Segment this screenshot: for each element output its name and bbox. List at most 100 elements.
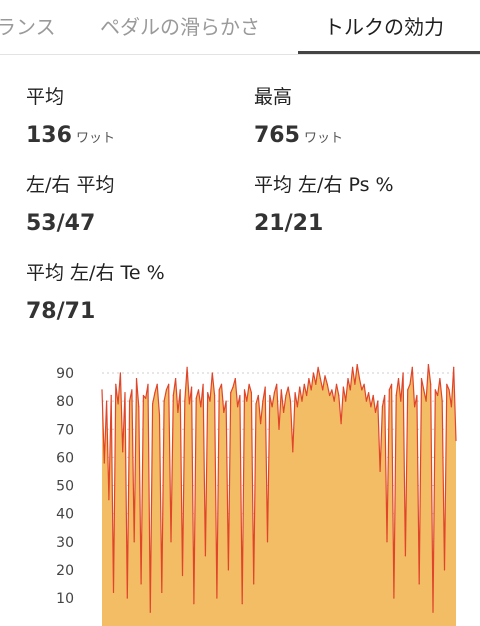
chart-svg: 10 20 30 40 50 60 70 80 90 <box>56 364 457 626</box>
data-point <box>319 378 321 380</box>
data-point <box>145 397 147 399</box>
data-point <box>149 611 151 613</box>
stat-lr-average-value: 53/47 <box>26 211 96 236</box>
data-point <box>204 555 206 557</box>
torque-effectiveness-chart: 10 20 30 40 50 60 70 80 90 <box>0 340 480 626</box>
y-tick-label: 40 <box>56 507 74 523</box>
data-point <box>416 394 418 397</box>
data-point <box>262 400 264 402</box>
data-point <box>126 597 128 599</box>
data-point <box>340 423 342 425</box>
data-point <box>370 406 372 408</box>
data-point <box>112 591 115 593</box>
data-point <box>266 541 269 543</box>
data-point <box>368 392 370 394</box>
data-point <box>358 378 361 380</box>
data-point <box>289 400 292 402</box>
data-point <box>103 462 105 464</box>
data-point <box>133 541 135 543</box>
data-point <box>437 394 439 397</box>
data-point <box>135 378 138 380</box>
data-point <box>453 366 455 368</box>
data-point <box>386 541 388 543</box>
data-point <box>455 439 457 442</box>
data-point <box>246 400 248 402</box>
data-point <box>439 378 441 380</box>
data-point <box>172 394 174 397</box>
data-point <box>354 383 356 385</box>
area-fill <box>102 364 456 626</box>
data-point <box>430 383 432 385</box>
data-point <box>326 383 328 385</box>
data-point <box>363 383 365 385</box>
stat-max-number: 765 <box>254 123 300 148</box>
data-point <box>119 372 121 374</box>
data-point <box>335 383 338 385</box>
data-point <box>434 389 436 391</box>
data-point <box>299 386 301 388</box>
data-point <box>395 394 397 397</box>
data-point <box>207 392 209 394</box>
data-point <box>441 400 443 402</box>
data-point <box>142 394 144 397</box>
data-point <box>292 451 294 453</box>
data-point <box>365 400 367 402</box>
stat-average-lr-ps-value: 21/21 <box>254 211 324 236</box>
data-point <box>163 400 165 402</box>
data-point <box>243 389 246 391</box>
data-point <box>273 392 275 394</box>
stat-max: 最高 765 ワット <box>254 82 343 148</box>
data-point <box>184 400 186 402</box>
data-point <box>122 451 124 453</box>
data-point <box>152 403 154 405</box>
stat-average: 平均 136 ワット <box>26 82 115 148</box>
data-point <box>414 406 416 408</box>
tab-pedal-smoothness[interactable]: ペダルの滑らかさ <box>100 15 260 39</box>
stat-max-value: 765 ワット <box>254 123 343 148</box>
data-point <box>287 386 289 388</box>
data-point <box>255 403 257 405</box>
data-point <box>214 394 216 397</box>
y-tick-label: 10 <box>56 591 74 607</box>
data-point <box>124 392 126 394</box>
data-point <box>345 400 347 402</box>
data-point <box>310 389 312 391</box>
data-point <box>181 574 184 577</box>
data-point <box>195 397 197 399</box>
data-point <box>237 406 239 408</box>
stat-average-value: 136 ワット <box>26 123 115 148</box>
data-point <box>315 383 317 385</box>
data-point <box>156 383 158 385</box>
data-point <box>223 411 225 413</box>
data-point <box>101 389 103 391</box>
tab-balance[interactable]: ランス <box>0 15 56 39</box>
data-point <box>179 389 181 391</box>
data-point <box>446 383 448 385</box>
data-point <box>347 378 349 380</box>
data-point <box>384 394 386 397</box>
data-point <box>177 411 179 413</box>
y-tick-label: 80 <box>56 394 74 410</box>
data-point <box>239 394 241 397</box>
data-point <box>425 400 427 402</box>
data-point <box>154 392 156 394</box>
data-point <box>312 372 315 374</box>
data-point <box>106 400 108 402</box>
data-point <box>388 389 390 391</box>
stat-average-number: 136 <box>26 123 72 148</box>
data-point <box>420 378 423 380</box>
data-point <box>250 392 252 394</box>
data-point <box>374 411 377 413</box>
data-point <box>211 372 213 374</box>
data-point <box>227 569 229 571</box>
data-point <box>308 378 310 380</box>
data-point <box>352 366 354 368</box>
data-point <box>411 366 413 368</box>
stat-average-lr-te: 平均 左/右 Te % 78/71 <box>26 258 165 324</box>
tab-torque-effectiveness[interactable]: トルクの効力 <box>324 15 444 39</box>
data-point <box>234 378 236 380</box>
data-point <box>117 403 119 405</box>
data-point <box>188 403 190 405</box>
data-point <box>306 394 308 397</box>
data-point <box>115 383 117 385</box>
